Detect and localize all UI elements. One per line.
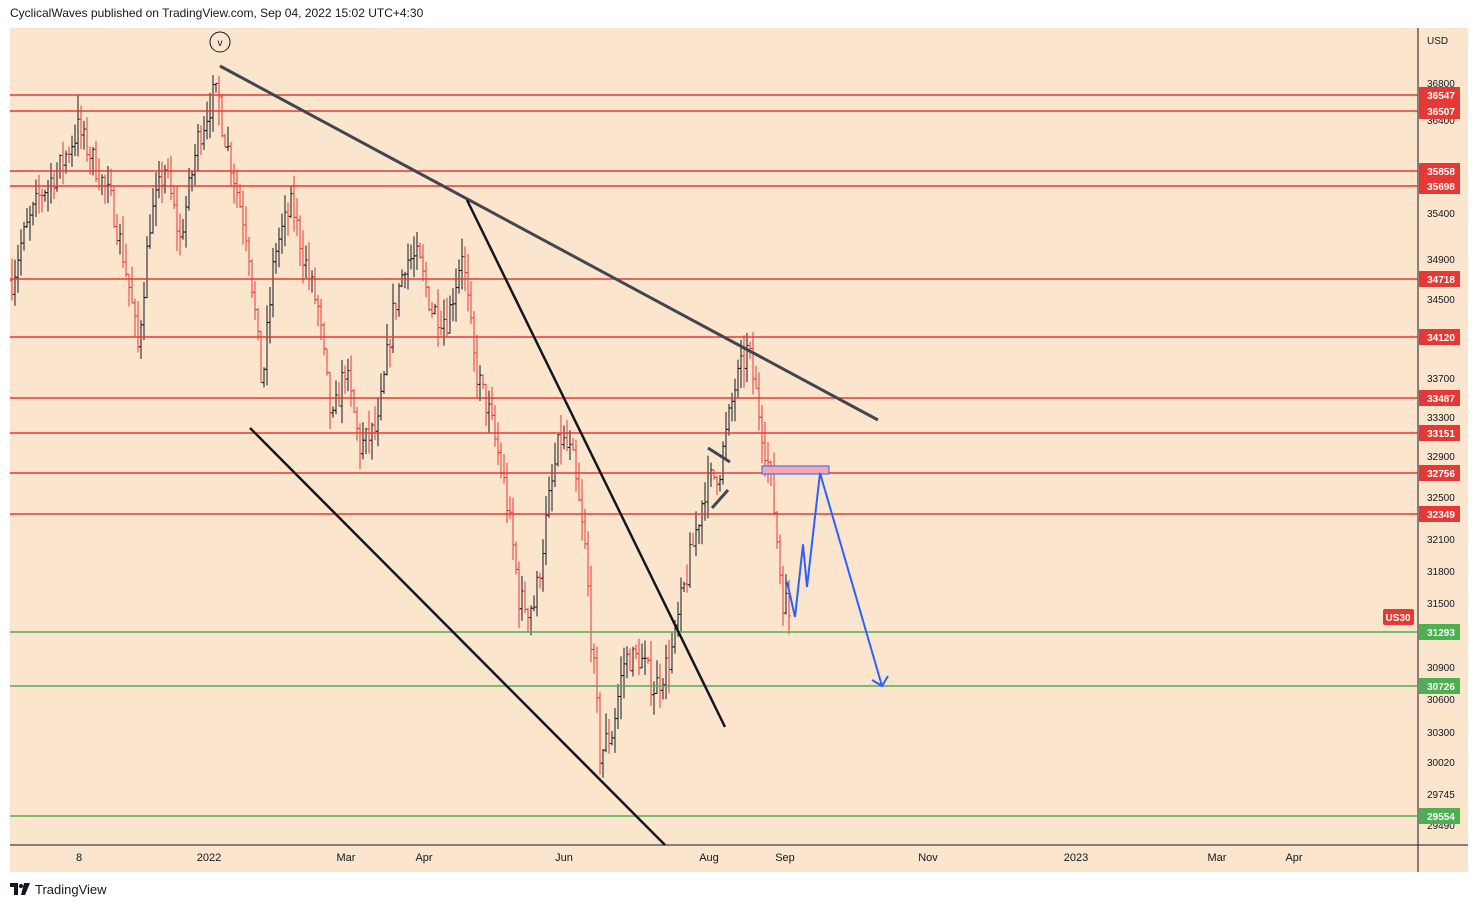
supply-zone-box[interactable] [761,465,830,475]
price-tick-label: 32900 [1427,452,1455,463]
support-badge-value: 30726 [1427,682,1455,693]
plot-area[interactable] [10,28,1418,845]
channel-lower-trendline[interactable] [249,427,666,846]
time-axis-ticks: 8 2022 Mar Apr Jun Aug Sep Nov 2023 Mar Apr [76,852,1303,864]
flag-top-line[interactable] [707,446,731,464]
tradingview-wordmark: TradingView [35,881,107,897]
time-tick-label: Sep [775,852,795,864]
price-tick-label: 29745 [1427,790,1455,801]
time-tick-label: 2022 [197,852,221,864]
flag-bottom-line[interactable] [710,489,730,509]
resistance-badge-value: 35858 [1427,167,1455,178]
time-tick-label: Apr [1285,852,1302,864]
resistance-badge [1419,506,1460,522]
price-tick-label: 33700 [1427,374,1455,385]
price-tick-label: 30300 [1427,728,1455,739]
resistance-badge [1419,329,1460,345]
time-tick-label: Apr [415,852,432,864]
support-badge [1419,678,1460,694]
price-tick-label: 36400 [1427,116,1455,127]
resistance-badge-value: 33151 [1427,429,1455,440]
resistance-badge [1419,271,1460,287]
price-tick-label: 30020 [1427,758,1455,769]
wave-label-v: v [209,31,231,53]
resistance-badge-value: 33487 [1427,394,1455,405]
descending-resistance-trendline[interactable] [219,64,879,422]
time-tick-label: 2023 [1064,852,1088,864]
trendlines [219,64,879,846]
resistance-badge-value: 36507 [1427,107,1455,118]
price-tick-label: 36800 [1427,79,1455,90]
resistance-badge [1419,425,1460,441]
resistance-badge-value: 32349 [1427,510,1455,521]
tradingview-footer: TradingView [10,880,107,898]
resistance-badge [1419,87,1460,103]
support-badge [1419,808,1460,824]
wave-label-text: v [218,38,223,49]
falling-trendline[interactable] [465,199,727,728]
time-tick-label: Mar [1208,852,1227,864]
resistance-badge-value: 34120 [1427,333,1455,344]
support-badge-value: 29554 [1427,812,1455,823]
currency-label: USD [1427,36,1448,47]
price-tick-label: 31800 [1427,567,1455,578]
time-tick-label: Mar [337,852,356,864]
resistance-badge [1419,390,1460,406]
price-tick-label: 29490 [1427,821,1455,832]
price-tick-label: 32100 [1427,535,1455,546]
resistance-badge [1419,103,1460,119]
price-level-badges: 36547 36507 35858 35698 34718 34120 33487 33151… [1419,87,1460,824]
price-tick-label: 34900 [1427,255,1455,266]
price-tick-label: 33300 [1427,413,1455,424]
resistance-badge [1419,163,1460,179]
symbol-badge[interactable]: US30 [1383,609,1414,625]
publish-header: CyclicalWaves published on TradingView.c… [10,6,424,20]
time-tick-label: 8 [76,852,82,864]
support-badge-value: 31293 [1427,628,1455,639]
projection-arrowhead [871,675,889,688]
symbol-badge-label: US30 [1385,613,1410,624]
resistance-badge-value: 36547 [1427,91,1455,102]
time-tick-label: Aug [699,852,719,864]
resistance-badge-value: 35698 [1427,182,1455,193]
price-tick-label: 30600 [1427,695,1455,706]
projection-path[interactable] [786,472,889,688]
price-tick-label: 34500 [1427,295,1455,306]
price-tick-label: 31500 [1427,599,1455,610]
price-tick-label: 32500 [1427,493,1455,504]
price-bars [10,75,791,778]
resistance-badge [1419,178,1460,194]
resistance-badge-value: 32756 [1427,469,1455,480]
time-tick-label: Nov [918,852,938,864]
price-tick-label: 30900 [1427,663,1455,674]
resistance-badge [1419,465,1460,481]
projection-line[interactable] [786,472,883,687]
price-axis-ticks: 36800 36400 35400 34900 34500 33700 33300 32900… [1427,79,1455,832]
tradingview-logo-icon [10,883,30,895]
price-tick-label: 35400 [1427,209,1455,220]
time-tick-label: Jun [555,852,573,864]
time-axis-area[interactable] [10,845,1468,872]
resistance-badge-value: 34718 [1427,275,1455,286]
horizontal-levels [10,94,1418,817]
support-badge [1419,624,1460,640]
